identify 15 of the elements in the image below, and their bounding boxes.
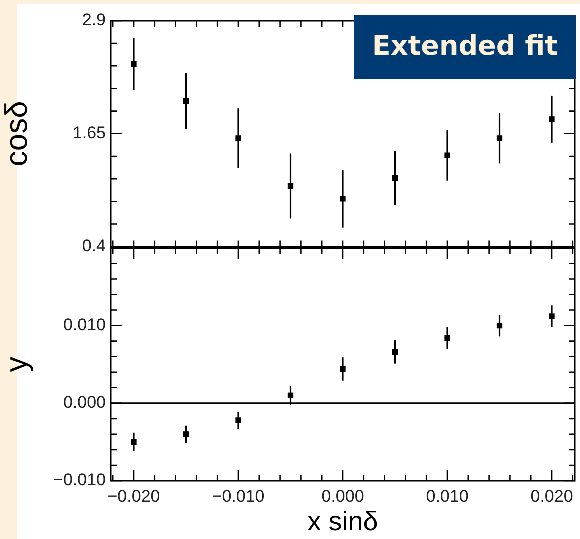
x-tick-label: −0.010 [212,486,265,506]
x-tick-label: 0.020 [530,486,574,506]
x-tick-label: 0.010 [426,486,469,506]
y-tick-label: −0.010 [54,470,106,490]
y-tick-label: 1.65 [72,124,106,143]
annotation: Extended fit [372,31,558,62]
y-tick-label: 2.9 [82,10,106,30]
y-tick-label: 0.000 [63,393,106,412]
y-axis-title: y [0,356,34,372]
x-axis-title: x sinδ [308,506,378,536]
y-axis-title: cosδ [0,101,34,167]
x-tick-label: −0.020 [108,486,160,506]
x-tick-label: 0.000 [322,486,364,506]
y-tick-label: 0.4 [82,236,106,256]
y-tick-label: 0.010 [63,315,106,334]
